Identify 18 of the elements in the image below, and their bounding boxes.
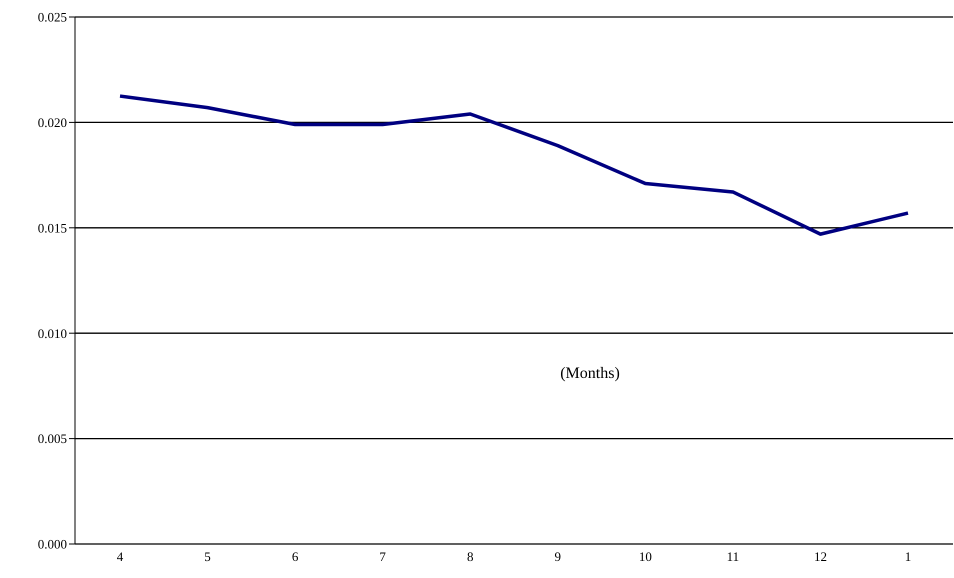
x-tick-label: 10 xyxy=(638,549,652,564)
x-tick-label: 1 xyxy=(904,549,912,564)
y-tick-label: 0.025 xyxy=(38,10,67,25)
x-tick-label: 8 xyxy=(466,549,474,564)
y-tick-label: 0.010 xyxy=(38,326,67,341)
line-series xyxy=(118,94,910,236)
x-tick-label: 4 xyxy=(116,549,124,564)
x-tick-label: 5 xyxy=(204,549,211,564)
y-tick-label: 0.020 xyxy=(38,115,67,130)
x-tick-label: 7 xyxy=(379,549,386,564)
x-tick-label: 11 xyxy=(726,549,740,564)
x-axis-title: (Months) xyxy=(559,365,621,383)
x-tick-label: 12 xyxy=(814,549,827,564)
y-tick-label: 0.005 xyxy=(38,431,67,446)
x-tick-label: 9 xyxy=(554,549,562,564)
y-tick-label: 0.000 xyxy=(38,536,67,552)
y-tick-label: 0.015 xyxy=(38,220,67,236)
x-tick-label: 6 xyxy=(292,549,299,564)
